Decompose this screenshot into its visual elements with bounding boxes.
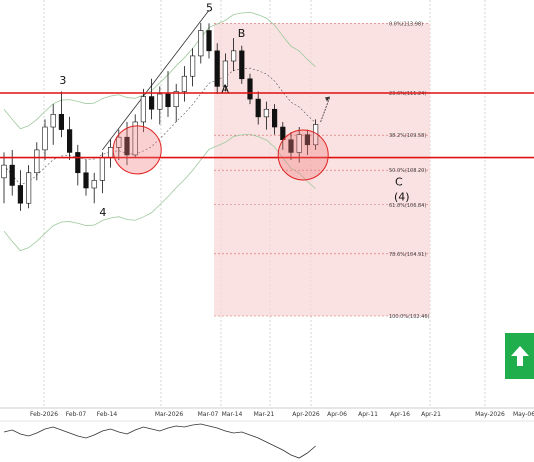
fib-level-label: 0.0%(113.98) (389, 21, 423, 27)
candle-body (165, 93, 171, 108)
candle-body (198, 30, 204, 57)
candle-body (255, 98, 261, 118)
candle-body (149, 96, 155, 110)
candle-body (157, 93, 163, 110)
candle-body (91, 180, 97, 189)
wave-label-4: (4) (394, 191, 410, 204)
trend-line (102, 9, 210, 151)
candle-body (1, 164, 7, 179)
upper-band (3, 11, 316, 130)
candle-body (206, 30, 212, 52)
lower-band (3, 133, 316, 252)
highlight-circle (112, 125, 162, 175)
date-tick-label: May-06 (513, 411, 534, 418)
fibonacci-zone (214, 23, 430, 316)
date-tick-label: Mar-2026 (155, 411, 184, 418)
date-tick-label: May-2026 (475, 411, 505, 418)
wave-label-5: 5 (206, 1, 213, 14)
candle-body (231, 50, 237, 62)
oscillator-panel (0, 420, 534, 459)
date-tick-label: Apr-16 (390, 411, 410, 418)
resistance-lines (0, 92, 534, 159)
candle-body (239, 50, 245, 80)
candle-body (140, 96, 147, 123)
date-axis: Feb-2026 Feb-07 Feb-14 Mar-2026 Mar-07 Mar-14… (0, 407, 534, 418)
date-tick-label: Apr-06 (327, 411, 347, 418)
candle-body (50, 114, 56, 128)
candle-body (124, 136, 130, 156)
projection-arrow (320, 96, 331, 123)
candle-body (75, 152, 81, 174)
oscillator-line (3, 423, 316, 459)
candle-body (83, 172, 89, 189)
candle-body (288, 139, 294, 153)
date-tick-label: Mar-07 (198, 411, 219, 418)
candle-body (99, 157, 105, 181)
candle-body (222, 60, 229, 87)
highlight-circle (277, 129, 329, 181)
candle-body (304, 134, 311, 146)
candle-body (34, 149, 40, 174)
candle-body (58, 114, 64, 130)
candle-body (25, 172, 32, 204)
date-tick-label: Mar-21 (254, 411, 275, 418)
candle-body (190, 55, 196, 77)
fib-level-label: 78.6%(104.91) (389, 252, 426, 258)
date-tick-label: Apr-2026 (292, 411, 320, 418)
candle-body (247, 78, 253, 100)
date-tick-label: Apr-11 (358, 411, 378, 418)
candle-body (17, 185, 24, 204)
candle-body (132, 121, 138, 156)
wave-label-B: B (238, 27, 246, 40)
wave-labels: 3 4 5 A B C (4) (59, 1, 409, 218)
candle-body (116, 136, 122, 148)
buy-up-button[interactable] (505, 333, 534, 379)
fib-level-label: 61.8%(106.84) (389, 203, 426, 209)
date-tick-label: Feb-14 (97, 411, 118, 418)
fib-level-label: 38.2%(109.58) (389, 133, 426, 139)
fibonacci-levels: 0.0%(113.98) 23.6%(111.24) 38.2%(109.58) 50… (214, 21, 430, 320)
date-tick-label: Apr-21 (421, 411, 441, 418)
bollinger-bands (3, 11, 316, 252)
date-tick-label: Mar-14 (222, 411, 243, 418)
candle-body (108, 147, 114, 158)
fib-level-label: 100.0%(102.46) (389, 314, 430, 320)
date-tick-label: Feb-07 (66, 411, 87, 418)
candle-body (67, 129, 73, 153)
candle-body (263, 108, 270, 118)
candle-body (173, 91, 179, 108)
candle-body (271, 108, 278, 128)
up-arrow-icon (510, 346, 529, 366)
fib-level-label: 23.6%(111.24) (389, 91, 426, 97)
candle-body (214, 50, 220, 87)
candle-body (181, 75, 188, 92)
candlesticks (1, 22, 319, 211)
fib-level-label: 50.0%(108.20) (389, 168, 426, 174)
highlight-circles (112, 125, 329, 181)
candle-body (9, 164, 15, 186)
wave-label-A: A (221, 83, 229, 96)
arrow-head-icon (325, 96, 330, 102)
candle-body (42, 126, 48, 151)
wave-label-3: 3 (59, 74, 66, 87)
date-tick-label: Feb-2026 (30, 411, 58, 418)
projection-line (320, 96, 331, 123)
wave-label-4: 4 (99, 206, 106, 219)
candle-body (296, 134, 302, 153)
wave-label-C: C (395, 175, 403, 188)
